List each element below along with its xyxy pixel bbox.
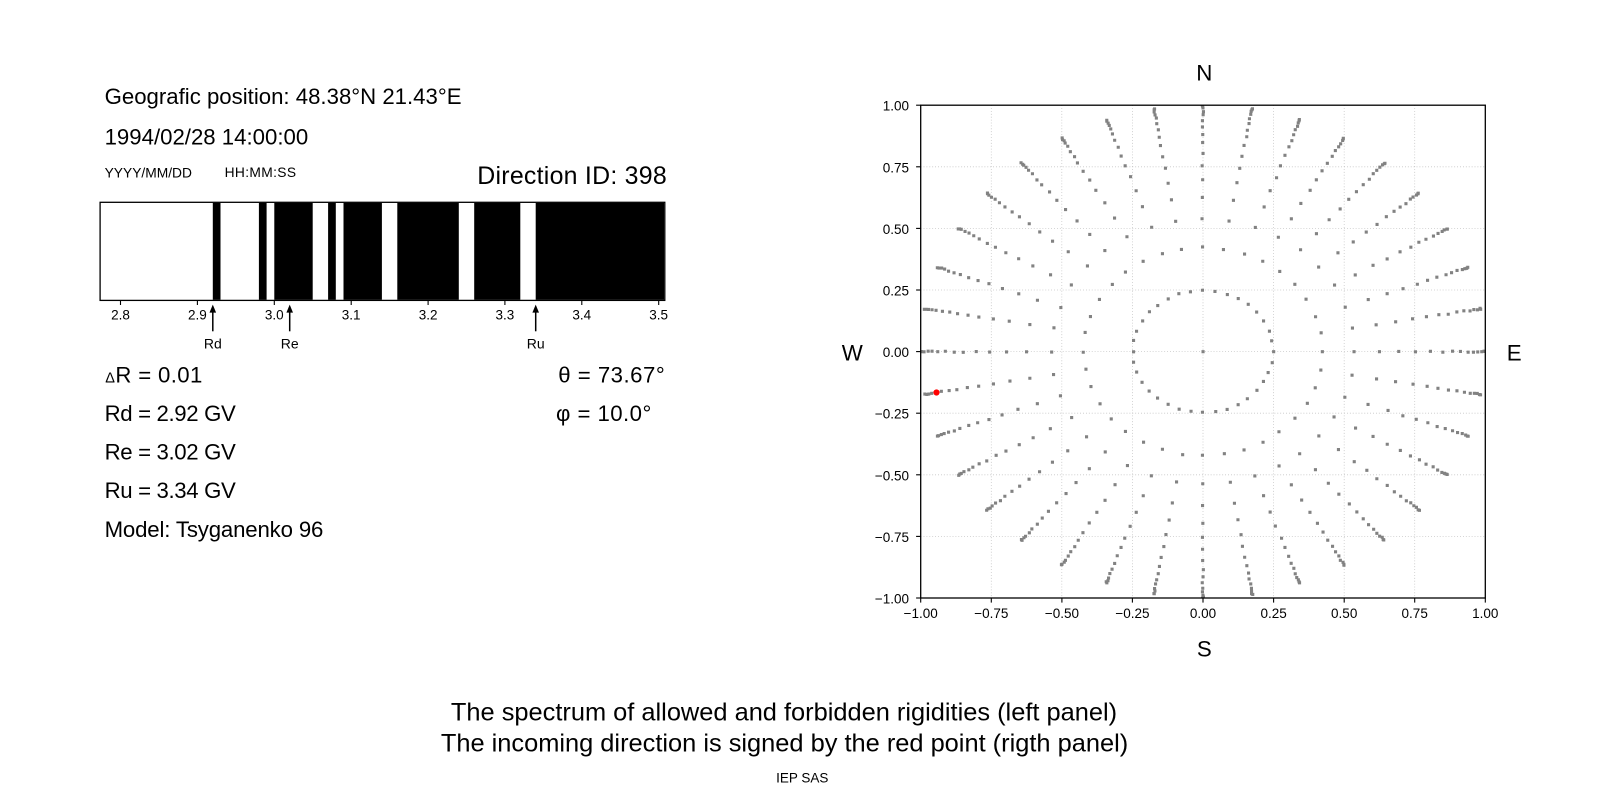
svg-text:The incoming direction is sign: The incoming direction is signed by the … [441, 730, 1128, 758]
svg-text:−0.25: −0.25 [875, 407, 909, 422]
svg-text:−1.00: −1.00 [875, 592, 909, 607]
svg-text:0.75: 0.75 [1402, 606, 1428, 621]
svg-text:1994/02/28 14:00:00: 1994/02/28 14:00:00 [105, 125, 309, 150]
svg-text:ΔR = 0.01: ΔR = 0.01 [105, 362, 202, 387]
svg-text:0.50: 0.50 [1331, 606, 1357, 621]
svg-text:3.3: 3.3 [496, 308, 515, 323]
svg-text:1.00: 1.00 [883, 99, 909, 114]
svg-text:3.2: 3.2 [419, 308, 438, 323]
svg-text:−0.75: −0.75 [974, 606, 1008, 621]
svg-text:−0.25: −0.25 [1115, 606, 1149, 621]
svg-text:YYYY/MM/DD: YYYY/MM/DD [105, 166, 192, 181]
svg-text:Ru = 3.34 GV: Ru = 3.34 GV [105, 478, 236, 503]
svg-text:Geografic position: 48.38°N 21: Geografic position: 48.38°N 21.43°E [105, 84, 462, 109]
svg-text:Rd: Rd [204, 335, 222, 351]
svg-text:1.00: 1.00 [1472, 606, 1498, 621]
svg-text:Model: Tsyganenko 96: Model: Tsyganenko 96 [105, 517, 324, 542]
svg-text:S: S [1197, 637, 1212, 662]
svg-text:2.8: 2.8 [111, 308, 130, 323]
svg-text:N: N [1196, 61, 1212, 86]
svg-text:−0.50: −0.50 [875, 468, 909, 483]
svg-text:θ = 73.67°: θ = 73.67° [558, 362, 665, 387]
svg-text:Ru: Ru [527, 335, 545, 351]
svg-text:Rd = 2.92 GV: Rd = 2.92 GV [105, 401, 236, 426]
svg-text:Re: Re [281, 335, 299, 351]
svg-text:0.00: 0.00 [1190, 606, 1216, 621]
svg-text:W: W [842, 341, 863, 366]
svg-text:Re = 3.02 GV: Re = 3.02 GV [105, 440, 236, 465]
svg-text:−0.50: −0.50 [1045, 606, 1079, 621]
svg-text:3.0: 3.0 [265, 308, 284, 323]
svg-text:φ = 10.0°: φ = 10.0° [556, 401, 652, 426]
svg-text:−1.00: −1.00 [904, 606, 938, 621]
svg-text:The spectrum of allowed and fo: The spectrum of allowed and forbidden ri… [451, 699, 1117, 727]
svg-text:0.50: 0.50 [883, 222, 909, 237]
svg-text:Direction ID: 398: Direction ID: 398 [477, 162, 667, 190]
svg-text:−0.75: −0.75 [875, 530, 909, 545]
svg-text:2.9: 2.9 [188, 308, 207, 323]
svg-text:0.00: 0.00 [883, 345, 909, 360]
svg-text:0.25: 0.25 [883, 284, 909, 299]
svg-text:E: E [1507, 340, 1522, 365]
svg-text:3.5: 3.5 [649, 308, 668, 323]
svg-text:0.25: 0.25 [1260, 606, 1286, 621]
svg-text:3.4: 3.4 [572, 308, 591, 323]
svg-text:HH:MM:SS: HH:MM:SS [225, 165, 297, 180]
svg-text:0.75: 0.75 [883, 160, 909, 175]
svg-text:3.1: 3.1 [342, 308, 361, 323]
svg-text:IEP SAS: IEP SAS [776, 771, 828, 786]
